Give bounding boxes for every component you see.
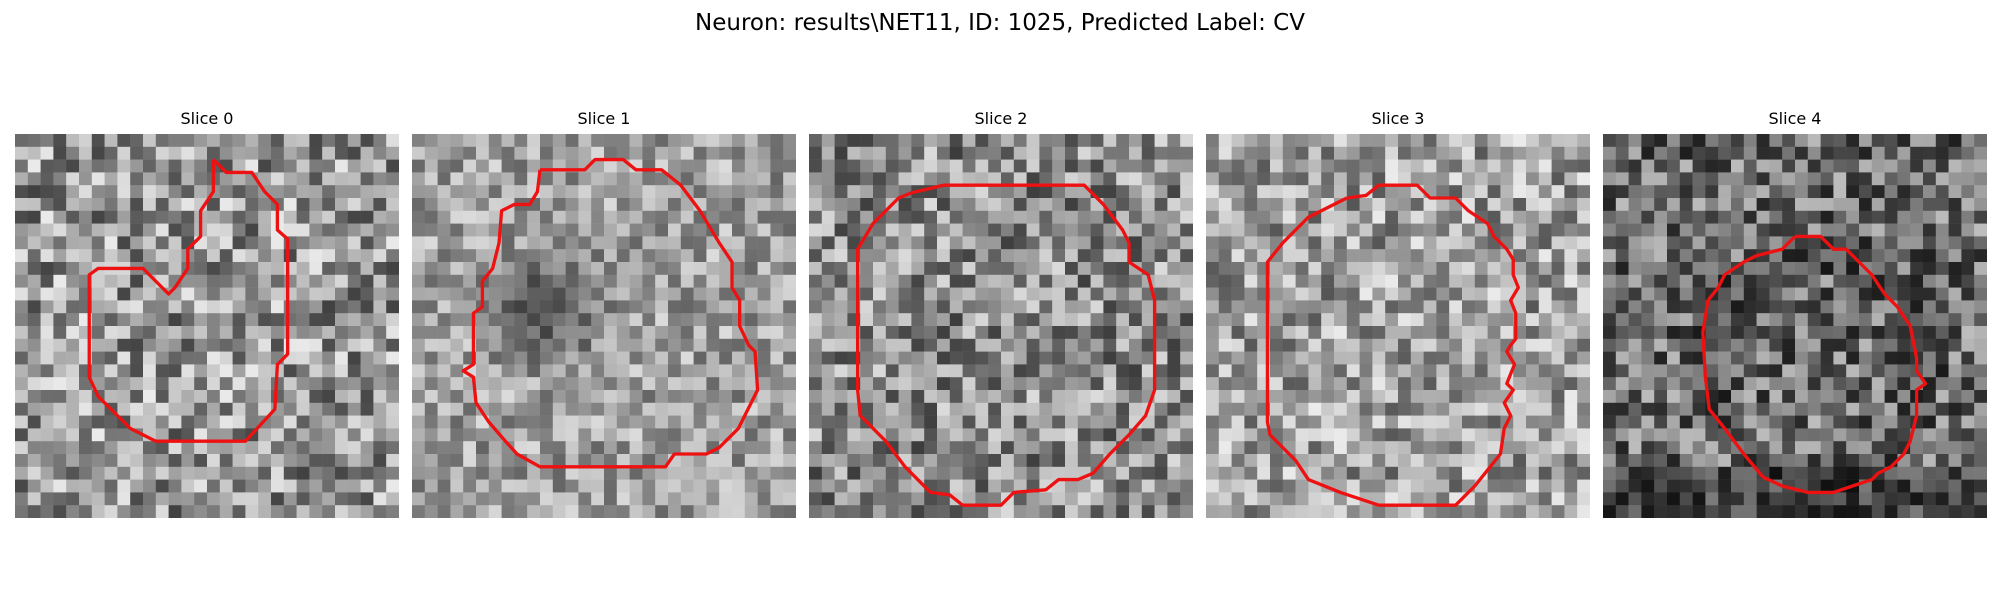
slice-title-4: Slice 4 (1768, 109, 1822, 128)
slice-image-4 (1603, 134, 1987, 518)
slice-title-2: Slice 2 (974, 109, 1028, 128)
slice-image-0 (15, 134, 399, 518)
slice-title-3: Slice 3 (1371, 109, 1425, 128)
slice-title-1: Slice 1 (577, 109, 631, 128)
slice-title-0: Slice 0 (180, 109, 234, 128)
slice-image-1 (412, 134, 796, 518)
slice-image-3 (1206, 134, 1590, 518)
slice-image-2 (809, 134, 1193, 518)
figure-title: Neuron: results\NET11, ID: 1025, Predict… (695, 10, 1305, 36)
